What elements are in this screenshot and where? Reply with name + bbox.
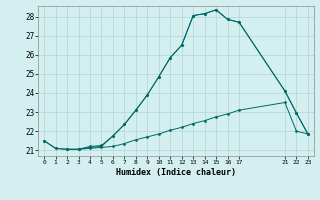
X-axis label: Humidex (Indice chaleur): Humidex (Indice chaleur) [116, 168, 236, 177]
